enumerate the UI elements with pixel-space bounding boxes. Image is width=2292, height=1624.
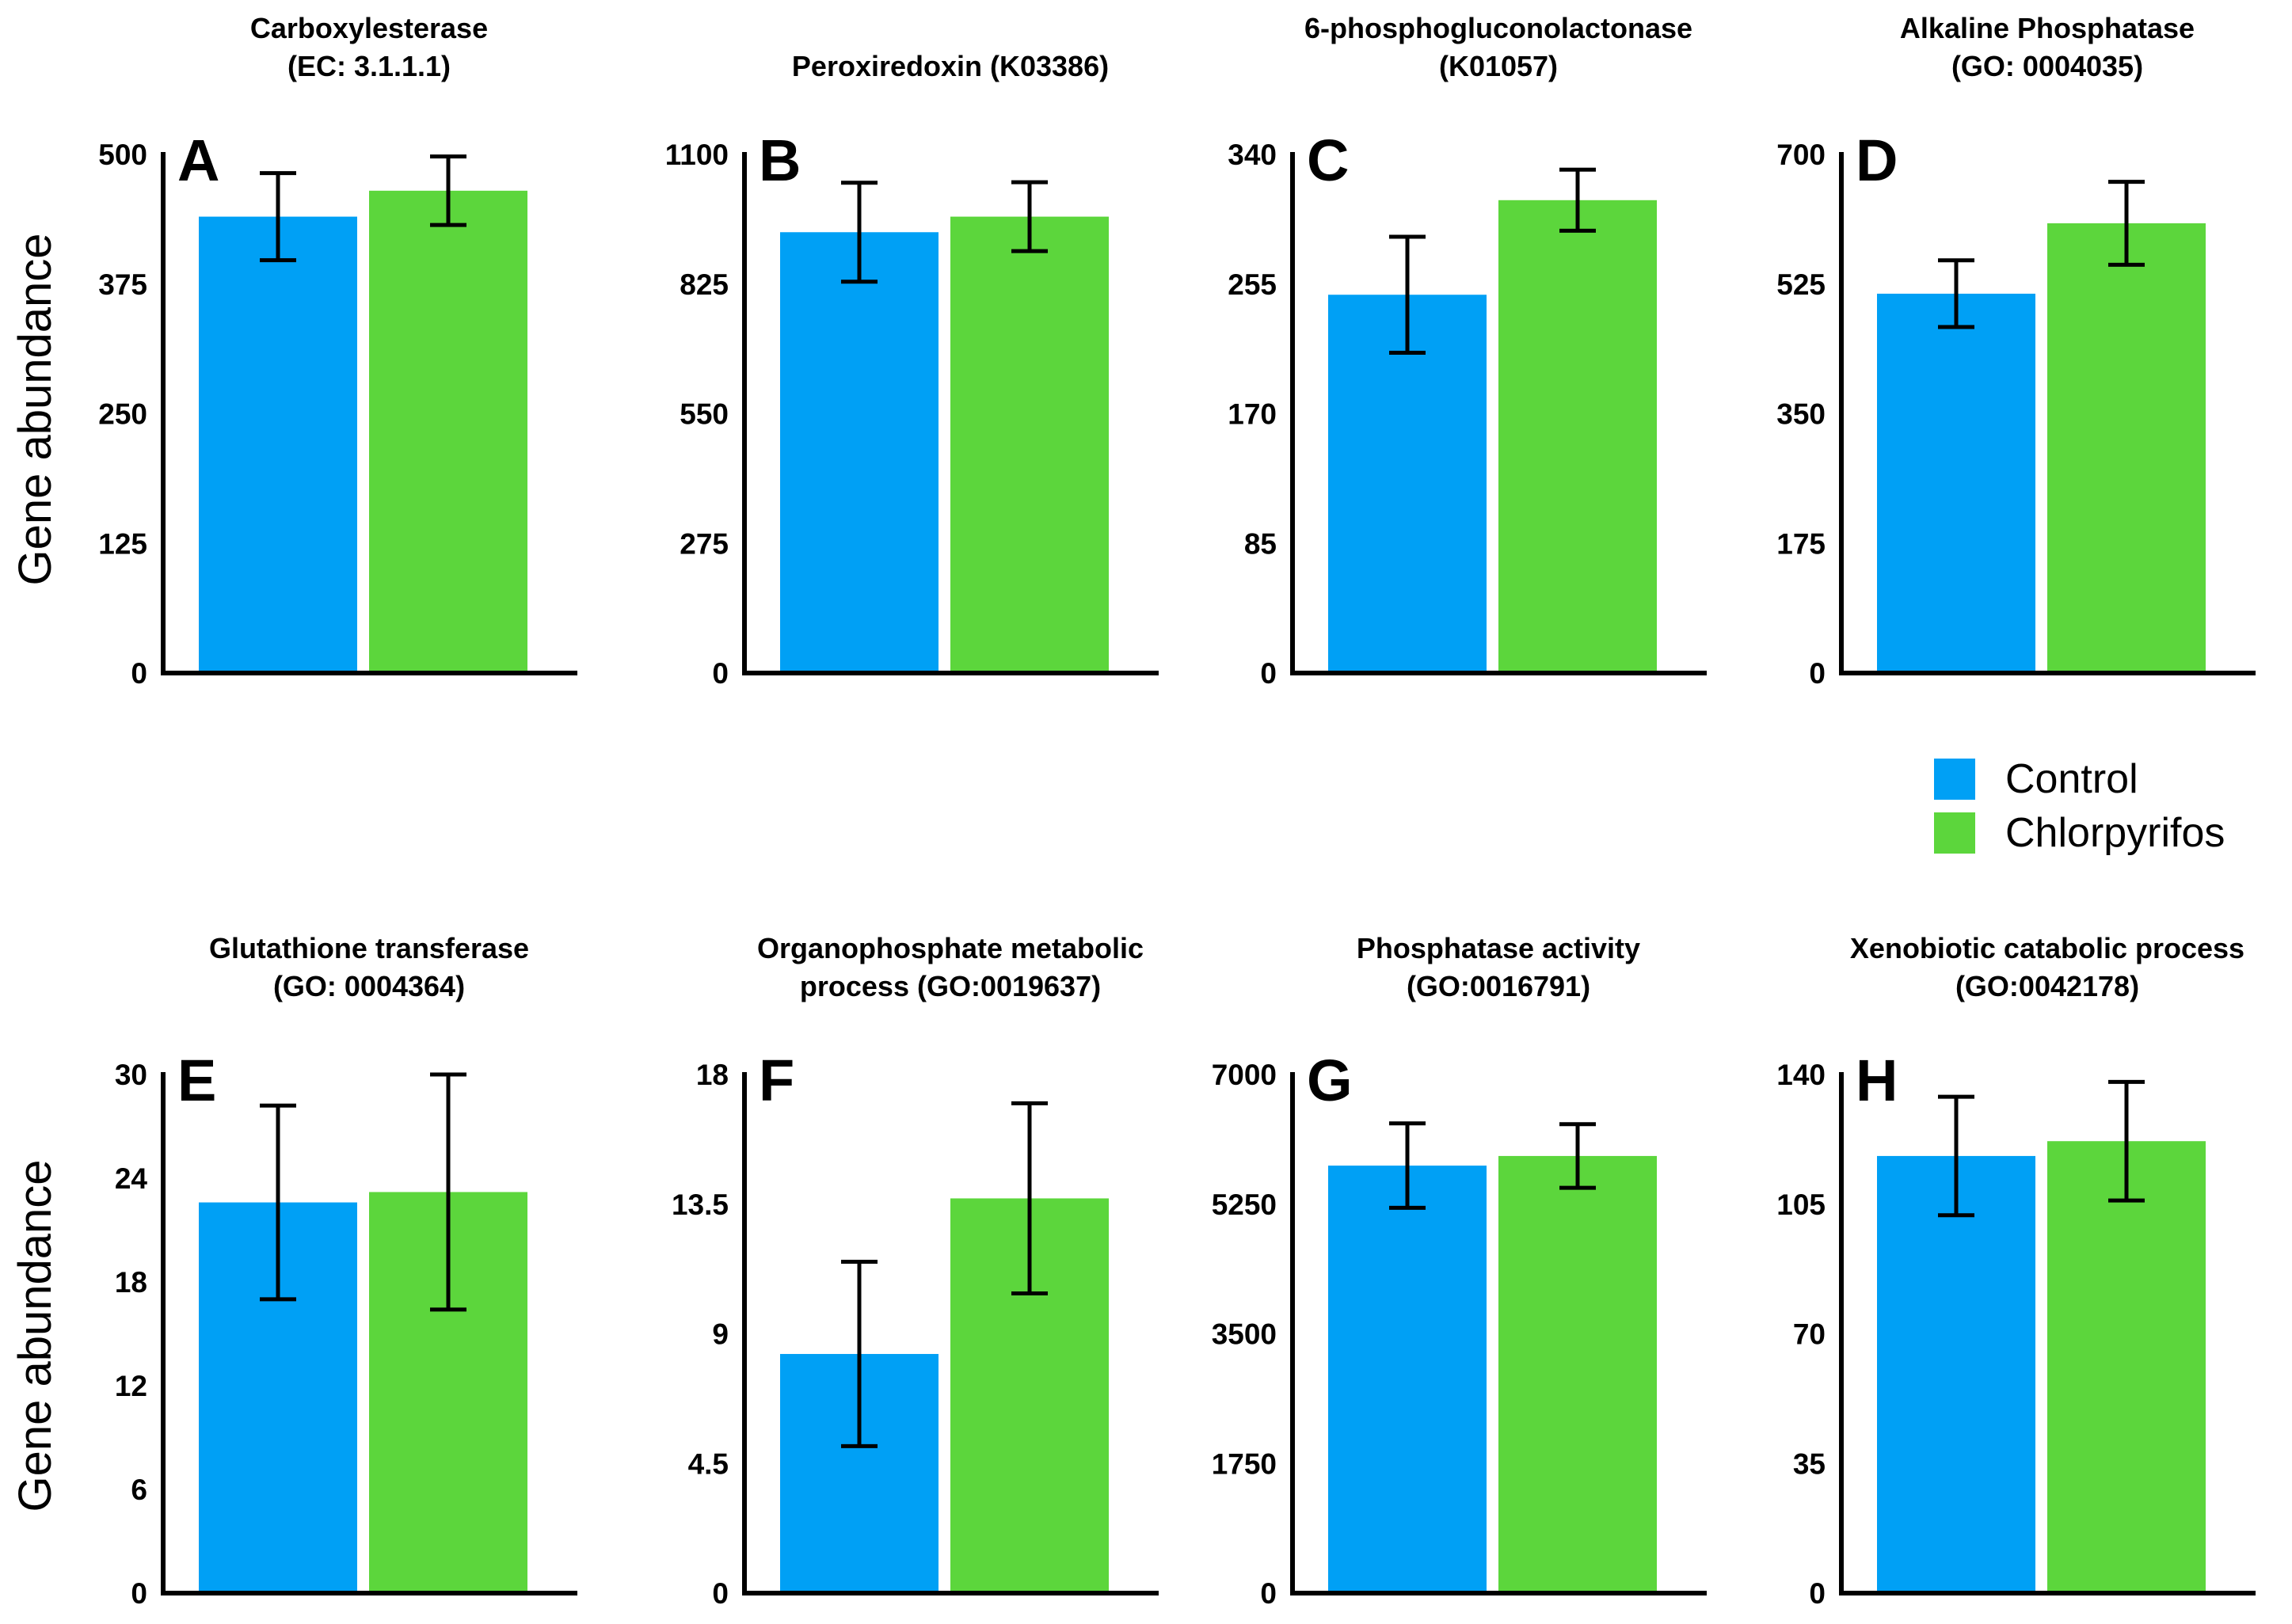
svg-text:(GO:0042178): (GO:0042178) <box>1955 970 2139 1002</box>
svg-text:255: 255 <box>1228 268 1277 301</box>
svg-text:525: 525 <box>1776 268 1826 301</box>
svg-text:C: C <box>1307 127 1349 193</box>
legend-label-control: Control <box>2005 756 2138 802</box>
svg-text:Organophosphate metabolic: Organophosphate metabolic <box>757 932 1144 964</box>
svg-text:3500: 3500 <box>1212 1318 1277 1351</box>
svg-text:0: 0 <box>1260 1577 1277 1610</box>
svg-text:(GO: 0004364): (GO: 0004364) <box>273 970 465 1002</box>
svg-text:Carboxylesterase: Carboxylesterase <box>250 12 488 44</box>
legend-item-chlorpyrifos: Chlorpyrifos <box>1934 811 2225 855</box>
svg-text:125: 125 <box>98 527 147 560</box>
svg-text:350: 350 <box>1776 398 1826 431</box>
svg-text:process (GO:0019637): process (GO:0019637) <box>800 970 1101 1002</box>
svg-text:Alkaline Phosphatase: Alkaline Phosphatase <box>1900 12 2195 44</box>
svg-text:4.5: 4.5 <box>688 1447 729 1480</box>
chart-panel-b: Peroxiredoxin (K03386) 0 275 550 825 1100 B <box>665 50 1159 690</box>
svg-text:Phosphatase activity: Phosphatase activity <box>1357 932 1640 964</box>
svg-text:550: 550 <box>680 398 729 431</box>
chart-panel-g: Phosphatase activity (GO:0016791) 0 1750 350… <box>1212 932 1707 1610</box>
svg-text:7000: 7000 <box>1212 1059 1277 1091</box>
svg-text:0: 0 <box>1809 1577 1826 1610</box>
svg-text:340: 340 <box>1228 139 1277 171</box>
svg-text:H: H <box>1856 1048 1898 1113</box>
svg-text:(GO: 0004035): (GO: 0004035) <box>1951 50 2143 82</box>
legend-swatch-control-icon <box>1934 759 1975 800</box>
svg-text:F: F <box>759 1048 794 1113</box>
svg-text:Peroxiredoxin (K03386): Peroxiredoxin (K03386) <box>792 50 1109 82</box>
svg-text:250: 250 <box>98 398 147 431</box>
svg-text:70: 70 <box>1793 1318 1826 1351</box>
svg-text:35: 35 <box>1793 1447 1826 1480</box>
svg-text:D: D <box>1856 127 1898 193</box>
svg-text:105: 105 <box>1776 1189 1826 1221</box>
chart-panel-a: Carboxylesterase (EC: 3.1.1.1) 0 125 250 375 5… <box>98 12 577 690</box>
svg-text:700: 700 <box>1776 139 1826 171</box>
svg-text:170: 170 <box>1228 398 1277 431</box>
svg-text:G: G <box>1307 1048 1353 1113</box>
svg-text:(EC: 3.1.1.1): (EC: 3.1.1.1) <box>287 50 451 82</box>
chart-panel-h: Xenobiotic catabolic process (GO:0042178)… <box>1776 932 2256 1610</box>
chart-panel-e: Glutathione transferase (GO: 0004364) 0 6 12… <box>115 932 577 1610</box>
svg-text:375: 375 <box>98 268 147 301</box>
svg-text:18: 18 <box>115 1266 147 1299</box>
svg-text:175: 175 <box>1776 527 1826 560</box>
svg-text:(K01057): (K01057) <box>1439 50 1558 82</box>
svg-text:(GO:0016791): (GO:0016791) <box>1407 970 1590 1002</box>
svg-text:140: 140 <box>1776 1059 1826 1091</box>
legend: Control Chlorpyrifos <box>1934 757 2225 865</box>
svg-text:5250: 5250 <box>1212 1189 1277 1221</box>
svg-text:Glutathione transferase: Glutathione transferase <box>209 932 529 964</box>
svg-text:0: 0 <box>712 1577 729 1610</box>
svg-text:0: 0 <box>131 1577 147 1610</box>
svg-text:0: 0 <box>1809 657 1826 690</box>
svg-text:E: E <box>177 1048 216 1113</box>
svg-text:30: 30 <box>115 1059 147 1091</box>
svg-text:500: 500 <box>98 139 147 171</box>
svg-text:85: 85 <box>1244 527 1277 560</box>
legend-label-chlorpyrifos: Chlorpyrifos <box>2005 810 2225 856</box>
svg-text:6: 6 <box>131 1474 147 1506</box>
svg-text:A: A <box>177 127 219 193</box>
svg-text:825: 825 <box>680 268 729 301</box>
svg-text:6-phosphogluconolactonase: 6-phosphogluconolactonase <box>1304 12 1692 44</box>
chart-panel-d: Alkaline Phosphatase (GO: 0004035) 0 175 350… <box>1776 12 2256 690</box>
svg-text:0: 0 <box>1260 657 1277 690</box>
svg-text:1750: 1750 <box>1212 1447 1277 1480</box>
legend-swatch-chlorpyrifos-icon <box>1934 812 1975 854</box>
svg-text:13.5: 13.5 <box>672 1189 729 1221</box>
svg-text:12: 12 <box>115 1370 147 1402</box>
svg-text:9: 9 <box>712 1318 729 1351</box>
svg-text:B: B <box>759 127 801 193</box>
svg-text:275: 275 <box>680 527 729 560</box>
svg-text:24: 24 <box>115 1162 148 1195</box>
svg-text:0: 0 <box>131 657 147 690</box>
legend-item-control: Control <box>1934 757 2225 801</box>
svg-text:0: 0 <box>712 657 729 690</box>
chart-panel-c: 6-phosphogluconolactonase (K01057) 0 85 170 2… <box>1228 12 1707 690</box>
svg-text:18: 18 <box>696 1059 729 1091</box>
svg-text:Xenobiotic catabolic process: Xenobiotic catabolic process <box>1850 932 2244 964</box>
svg-text:1100: 1100 <box>665 139 729 171</box>
chart-panel-f: Organophosphate metabolic process (GO:001… <box>672 932 1159 1610</box>
